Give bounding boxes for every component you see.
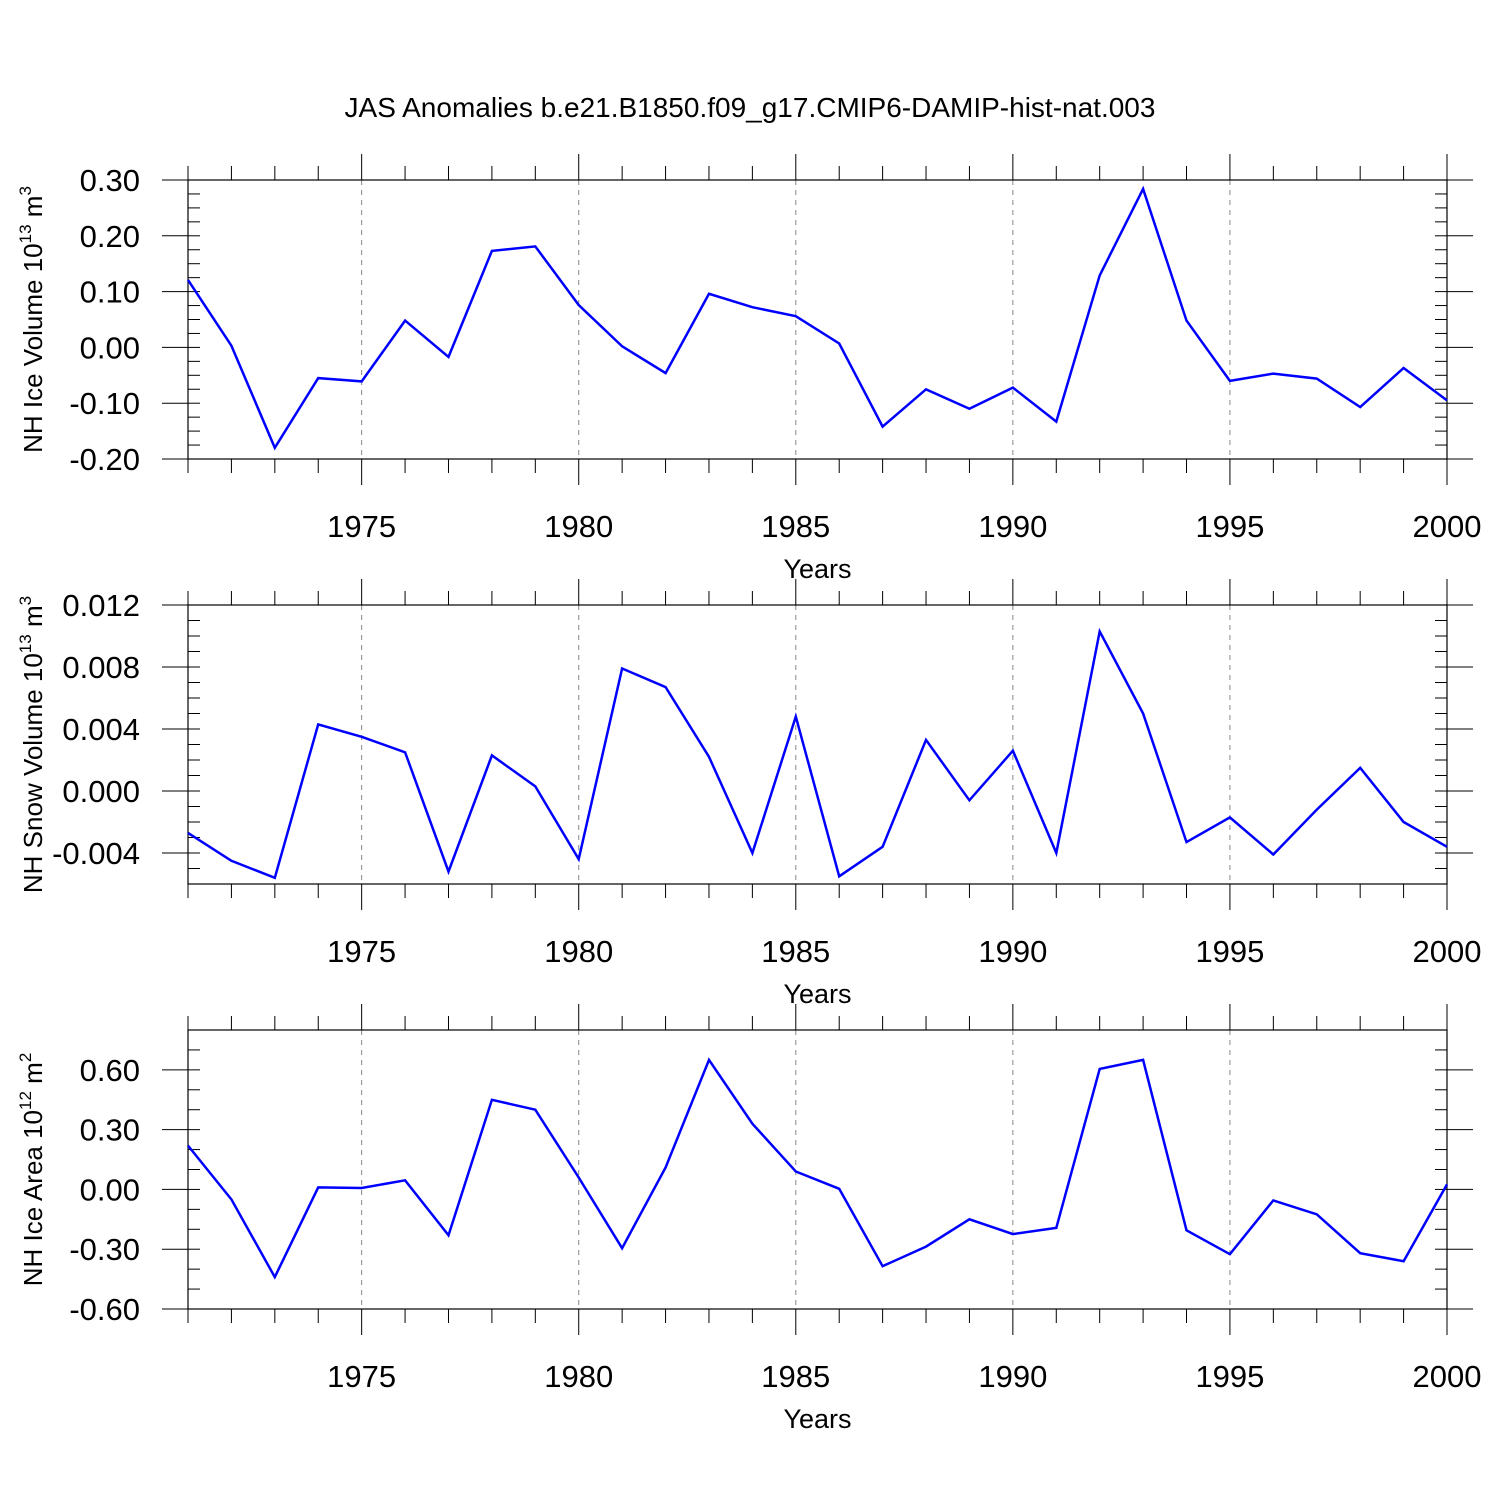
chart-panel-1: -0.20 -0.10 0.00 0.10 0.20 0.30 1975 1980 1985 19… xyxy=(16,154,1481,584)
y-tick-label: 0.60 xyxy=(80,1053,140,1088)
x-tick-label: 1975 xyxy=(327,934,396,969)
y-axis-title-superscript: 13 xyxy=(16,634,35,653)
y-axis-title-superscript: 3 xyxy=(16,186,35,195)
chart-panel-2: -0.004 0.000 0.004 0.008 0.012 1975 1980 1985 19… xyxy=(16,579,1481,1009)
y-tick-label: 0.10 xyxy=(80,275,140,310)
x-axis-title: Years xyxy=(783,554,851,584)
y-axis-title-superscript: 13 xyxy=(16,224,35,243)
x-tick-label: 1980 xyxy=(544,1359,613,1394)
x-tick-label: 2000 xyxy=(1413,934,1482,969)
x-tick-label: 1980 xyxy=(544,509,613,544)
y-tick-label: 0.00 xyxy=(80,330,140,365)
y-axis-title-text: NH Snow Volume 10 xyxy=(18,653,48,893)
x-tick-label: 2000 xyxy=(1413,1359,1482,1394)
chart-panel-3: -0.60 -0.30 0.00 0.30 0.60 1975 1980 1985 1990 19… xyxy=(16,1004,1481,1434)
y-tick-label: -0.10 xyxy=(69,386,140,421)
y-axis-title: NH Ice Volume 1013 m3 xyxy=(16,186,48,453)
x-tick-label: 1995 xyxy=(1195,1359,1264,1394)
y-axis-title-text: m xyxy=(18,1062,48,1091)
x-tick-label: 1985 xyxy=(761,934,830,969)
x-tick-label: 1995 xyxy=(1195,934,1264,969)
y-axis-title-text: NH Ice Area 10 xyxy=(18,1110,48,1286)
y-tick-label: 0.000 xyxy=(62,774,140,809)
y-axis-title-text: m xyxy=(18,605,48,634)
y-axis-title: NH Ice Area 1012 m2 xyxy=(16,1053,48,1287)
y-axis-title-superscript: 12 xyxy=(16,1091,35,1110)
x-tick-label: 1975 xyxy=(327,1359,396,1394)
y-tick-label: 0.00 xyxy=(80,1172,140,1207)
series-line xyxy=(187,1057,1449,1280)
x-tick-label: 1985 xyxy=(761,509,830,544)
x-tick-label: 1990 xyxy=(978,1359,1047,1394)
y-tick-label: -0.004 xyxy=(52,836,140,871)
x-tick-label: 1985 xyxy=(761,1359,830,1394)
chart-title: JAS Anomalies b.e21.B1850.f09_g17.CMIP6-… xyxy=(345,92,1156,123)
x-tick-label: 2000 xyxy=(1413,509,1482,544)
y-tick-label: 0.008 xyxy=(62,650,140,685)
y-axis-title: NH Snow Volume 1013 m3 xyxy=(16,596,48,893)
y-axis-title-superscript: 2 xyxy=(16,1053,35,1062)
series-line xyxy=(187,627,1448,880)
y-tick-label: 0.20 xyxy=(80,219,140,254)
x-tick-label: 1980 xyxy=(544,934,613,969)
y-tick-label: -0.60 xyxy=(69,1292,140,1327)
x-tick-label: 1995 xyxy=(1195,509,1264,544)
y-tick-label: 0.30 xyxy=(80,1113,140,1148)
x-axis-title: Years xyxy=(783,979,851,1009)
x-axis-title: Years xyxy=(783,1404,851,1434)
series-line xyxy=(186,185,1448,451)
x-tick-label: 1990 xyxy=(978,934,1047,969)
y-tick-label: -0.30 xyxy=(69,1232,140,1267)
y-tick-label: -0.20 xyxy=(69,442,140,477)
y-axis-title-superscript: 3 xyxy=(16,596,35,605)
y-tick-label: 0.30 xyxy=(80,163,140,198)
y-axis-title-text: NH Ice Volume 10 xyxy=(18,243,48,453)
panels: -0.20 -0.10 0.00 0.10 0.20 0.30 1975 1980 1985 19… xyxy=(16,154,1481,1434)
y-axis-title-text: m xyxy=(18,196,48,225)
x-tick-label: 1975 xyxy=(327,509,396,544)
y-tick-label: 0.004 xyxy=(62,712,140,747)
y-tick-label: 0.012 xyxy=(62,588,140,623)
x-tick-label: 1990 xyxy=(978,509,1047,544)
